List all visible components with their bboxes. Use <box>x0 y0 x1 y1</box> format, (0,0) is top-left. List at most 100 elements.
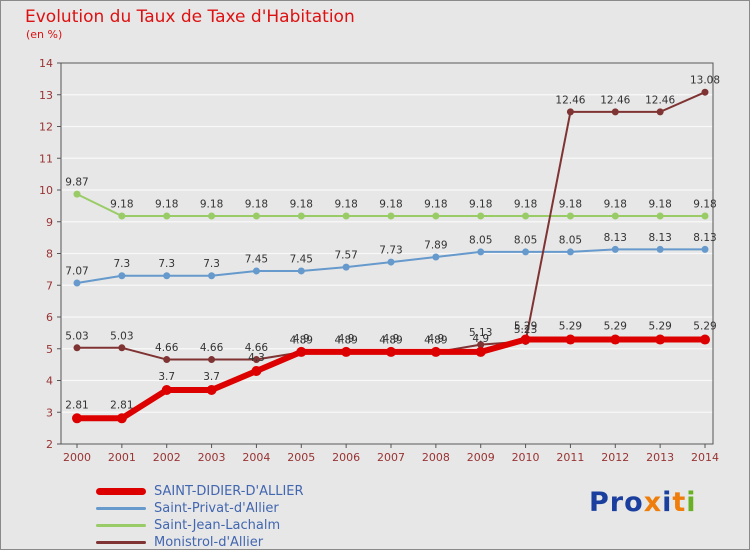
point-label: 4.89 <box>424 335 447 347</box>
series-point-3 <box>163 356 171 364</box>
series-point-2 <box>611 212 619 220</box>
legend-item-saint-didier: SAINT-DIDIER-D'ALLIER <box>96 483 304 500</box>
legend-swatch-saint-jean <box>96 524 146 527</box>
series-point-2 <box>432 212 440 220</box>
legend: SAINT-DIDIER-D'ALLIER Saint-Privat-d'All… <box>96 483 304 550</box>
series-point-3 <box>656 108 664 116</box>
point-label: 5.23 <box>514 324 537 336</box>
series-point-1 <box>701 245 709 253</box>
point-label: 4.66 <box>155 342 179 354</box>
line-chart: 2 3 4 5 6 7 8 9 10 11 12 13 14 2000 2001 2002 2003 2004 20… <box>39 57 720 464</box>
x-tick-label: 2009 <box>467 451 495 464</box>
series-point-0 <box>251 365 262 376</box>
series-point-2 <box>656 212 664 220</box>
legend-label-saint-jean: Saint-Jean-Lachalm <box>154 518 281 533</box>
series-point-1 <box>163 272 171 280</box>
series-point-0 <box>610 334 621 345</box>
y-tick-label: 6 <box>46 311 53 324</box>
series-point-3 <box>252 356 260 364</box>
point-label: 9.18 <box>379 199 402 211</box>
point-label: 13.08 <box>690 75 720 87</box>
series-point-1 <box>611 245 619 253</box>
y-tick-label: 9 <box>46 216 53 229</box>
y-tick-label: 2 <box>46 438 53 451</box>
point-label: 4.9 <box>293 333 310 345</box>
x-tick-label: 2006 <box>332 451 360 464</box>
series-point-2 <box>477 212 485 220</box>
logo-letter: i <box>686 487 697 518</box>
series-line-3 <box>76 91 706 361</box>
point-label: 7.3 <box>203 258 220 270</box>
series-point-2 <box>342 212 350 220</box>
y-tick-label: 11 <box>39 152 53 165</box>
series-point-0 <box>161 385 172 396</box>
legend-label-saint-didier: SAINT-DIDIER-D'ALLIER <box>154 484 304 499</box>
legend-swatch-monistrol <box>96 541 146 544</box>
point-label: 4.9 <box>383 333 400 345</box>
point-label: 7.57 <box>334 250 357 262</box>
x-tick-label: 2013 <box>646 451 674 464</box>
x-tick-label: 2008 <box>422 451 450 464</box>
series-point-1 <box>342 263 350 271</box>
point-label: 8.05 <box>514 234 537 246</box>
series-point-1 <box>566 248 574 256</box>
series-point-0 <box>296 346 307 357</box>
point-label: 4.66 <box>200 342 224 354</box>
point-label: 3.7 <box>158 371 175 383</box>
point-label: 9.18 <box>604 199 627 211</box>
series-point-3 <box>73 344 81 352</box>
point-label: 5.03 <box>110 330 133 342</box>
point-label: 9.87 <box>65 177 88 189</box>
point-label: 3.7 <box>203 371 220 383</box>
x-tick-label: 2003 <box>198 451 226 464</box>
point-label: 7.45 <box>245 253 268 265</box>
series-point-0 <box>700 334 710 345</box>
point-label: 8.13 <box>604 232 627 244</box>
series-point-1 <box>522 248 530 256</box>
series-point-3 <box>701 88 709 96</box>
y-tick-label: 4 <box>46 375 53 388</box>
legend-label-monistrol: Monistrol-d'Allier <box>154 535 264 550</box>
legend-label-saint-privat: Saint-Privat-d'Allier <box>154 501 279 516</box>
legend-item-saint-jean: Saint-Jean-Lachalm <box>96 517 304 534</box>
point-label: 9.18 <box>514 199 537 211</box>
point-label: 8.13 <box>693 232 716 244</box>
series-point-2 <box>701 212 709 220</box>
legend-item-saint-privat: Saint-Privat-d'Allier <box>96 500 304 517</box>
chart-subtitle: (en %) <box>26 28 63 41</box>
point-label: 2.81 <box>110 399 133 411</box>
x-tick-label: 2004 <box>242 451 270 464</box>
x-tick-label: 2012 <box>601 451 629 464</box>
series-point-1 <box>252 267 260 275</box>
series-point-0 <box>206 385 217 396</box>
point-label: 7.07 <box>65 266 88 278</box>
point-label: 5.29 <box>693 321 716 333</box>
chart-title: Evolution du Taux de Taxe d'Habitation <box>25 7 355 27</box>
proxiti-logo: Proxiti <box>589 487 697 518</box>
series-point-1 <box>73 279 81 287</box>
y-tick-label: 3 <box>46 406 53 419</box>
y-tick-label: 10 <box>39 184 53 197</box>
point-label: 7.3 <box>158 258 175 270</box>
logo-letter: x <box>643 487 663 518</box>
series-point-0 <box>565 334 576 345</box>
series-point-2 <box>118 212 126 220</box>
point-label: 5.29 <box>559 321 582 333</box>
series-point-2 <box>163 212 171 220</box>
point-label: 5.03 <box>65 330 88 342</box>
series-point-1 <box>387 258 395 266</box>
point-label: 5.29 <box>604 321 627 333</box>
series-point-0 <box>116 413 127 424</box>
series-point-0 <box>386 346 396 357</box>
point-label: 12.46 <box>645 94 675 106</box>
legend-swatch-saint-privat <box>96 507 146 510</box>
point-label: 9.18 <box>648 199 671 211</box>
point-label: 5.29 <box>514 321 537 333</box>
point-label: 5.13 <box>469 327 492 339</box>
logo-letter: o <box>624 487 644 518</box>
point-label: 8.05 <box>469 234 492 246</box>
point-label: 7.89 <box>424 239 447 251</box>
point-label: 9.18 <box>290 199 313 211</box>
x-tick-label: 2001 <box>108 451 136 464</box>
x-tick-label: 2005 <box>287 451 315 464</box>
